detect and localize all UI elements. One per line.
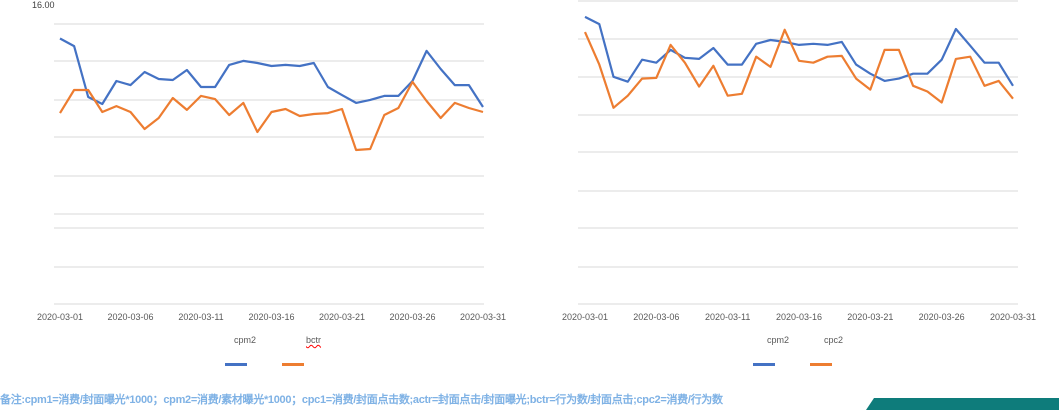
legend-swatch-cpc2	[810, 363, 832, 366]
series-line-cpm2	[584, 15, 1014, 87]
x-tick-label: 2020-03-11	[178, 312, 223, 322]
series-line-cpc2	[583, 28, 1014, 109]
legend-label-cpc2: cpc2	[824, 335, 844, 345]
x-tick-label: 2020-03-16	[248, 312, 294, 322]
x-tick-label: 2020-03-01	[37, 312, 83, 322]
x-tick-label: 2020-03-06	[633, 312, 679, 322]
legend-swatch-cpm2-left	[225, 363, 247, 366]
x-tick-label: 2020-03-21	[319, 312, 365, 322]
legend-label-cpm2-left: cpm2	[234, 335, 257, 345]
series-line-cpm2	[59, 37, 484, 108]
legend-label-cpm2-right: cpm2	[767, 335, 790, 345]
legend-swatch-bctr	[282, 363, 304, 366]
x-tick-label: 2020-03-06	[107, 312, 153, 322]
x-tick-label: 2020-03-26	[919, 312, 965, 322]
y-axis-top-label: 16.00	[32, 0, 55, 10]
legend-swatch-cpm2-right	[753, 363, 775, 366]
x-tick-label: 2020-03-31	[990, 312, 1036, 322]
x-tick-label: 2020-03-01	[562, 312, 608, 322]
x-tick-label: 2020-03-26	[389, 312, 435, 322]
teal-banner	[866, 398, 1059, 410]
x-tick-label: 2020-03-31	[460, 312, 506, 322]
footnote: 备注:cpm1=消费/封面曝光*1000；cpm2=消费/素材曝光*1000；c…	[0, 394, 723, 406]
x-tick-label: 2020-03-21	[847, 312, 893, 322]
x-tick-label: 2020-03-11	[705, 312, 750, 322]
series-line-bctr	[59, 80, 484, 152]
legend-label-bctr: bctr	[306, 335, 322, 345]
x-tick-label: 2020-03-16	[776, 312, 822, 322]
